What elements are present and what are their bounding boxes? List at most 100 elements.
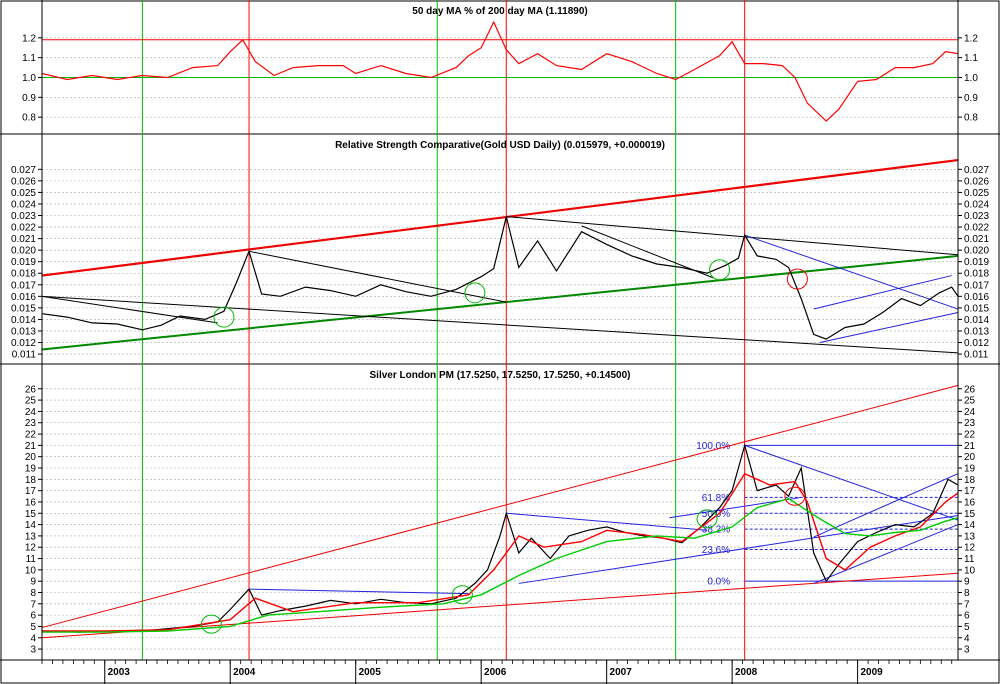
- y-tick-label-right: 13: [964, 531, 976, 542]
- y-tick-label-left: 0.011: [12, 350, 37, 361]
- y-tick-label-left: 26: [25, 384, 37, 395]
- circle-marker: [213, 306, 235, 328]
- series-line-1: [41, 20, 959, 122]
- y-tick-label-right: 10: [964, 565, 976, 576]
- y-tick-label-left: 1.0: [22, 73, 36, 84]
- y-tick-label-left: 0.018: [11, 269, 36, 280]
- y-tick-label-left: 14: [25, 520, 37, 531]
- y-tick-label-right: 26: [964, 384, 976, 395]
- y-tick-label-right: 0.020: [964, 246, 989, 257]
- y-tick-label-right: 0.026: [964, 176, 989, 187]
- y-tick-label-right: 0.014: [964, 315, 989, 326]
- y-tick-label-right: 0.012: [964, 338, 989, 349]
- y-tick-label-left: 1.2: [22, 33, 36, 44]
- y-tick-label-right: 0.025: [964, 188, 989, 199]
- y-tick-label-left: 0.016: [11, 292, 36, 303]
- y-tick-label-left: 0.023: [11, 211, 36, 222]
- y-tick-label-right: 23: [964, 418, 976, 429]
- fib-level-label: 100.0%: [696, 441, 730, 452]
- y-tick-label-left: 9: [30, 577, 36, 588]
- y-tick-label-left: 0.019: [11, 257, 36, 268]
- y-tick-label-right: 19: [964, 464, 976, 475]
- y-tick-label-left: 0.013: [11, 326, 36, 337]
- y-tick-label-left: 25: [25, 396, 37, 407]
- series-line-3: [42, 497, 959, 633]
- y-tick-label-right: 11: [964, 554, 975, 565]
- y-tick-label-right: 3: [964, 645, 970, 656]
- y-tick-label-left: 24: [25, 407, 37, 418]
- y-tick-label-left: 0.024: [11, 199, 36, 210]
- y-tick-label-left: 5: [30, 622, 36, 633]
- y-tick-label-right: 0.021: [964, 234, 989, 245]
- y-tick-label-right: 0.013: [964, 326, 989, 337]
- y-tick-label-left: 16: [25, 497, 37, 508]
- y-tick-label-right: 6: [964, 611, 970, 622]
- y-tick-label-left: 0.026: [11, 176, 36, 187]
- fib-level-label: 61.8%: [702, 493, 730, 504]
- y-tick-label-left: 0.014: [11, 315, 36, 326]
- panel-1: 0.8 0.8 0.9 0.9 1.0 1.0 1.1 1.1 1.2 1.2 50 day MA …: [0, 0, 1000, 135]
- x-tick-label: 2007: [610, 667, 633, 678]
- y-tick-label-left: 12: [25, 543, 37, 554]
- y-tick-label-right: 0.022: [964, 223, 989, 234]
- y-tick-label-right: 0.011: [964, 350, 989, 361]
- y-tick-label-left: 10: [25, 565, 37, 576]
- y-tick-label-left: 18: [25, 475, 37, 486]
- trendline: [248, 250, 507, 303]
- y-tick-label-right: 1.1: [964, 53, 978, 64]
- y-tick-label-right: 17: [964, 486, 976, 497]
- y-tick-label-right: 0.019: [964, 257, 989, 268]
- y-tick-label-right: 8: [964, 588, 970, 599]
- y-tick-label-left: 0.8: [22, 113, 36, 124]
- y-tick-label-right: 1.2: [964, 33, 978, 44]
- panel-title: Relative Strength Comparative(Gold USD D…: [335, 140, 665, 151]
- trendline: [518, 515, 959, 584]
- y-tick-label-left: 11: [26, 554, 37, 565]
- series-line-1: [41, 216, 959, 340]
- y-tick-label-left: 6: [30, 611, 36, 622]
- y-tick-label-right: 15: [964, 509, 976, 520]
- trendline: [813, 275, 952, 310]
- x-tick-label: 2004: [233, 667, 256, 678]
- panel-title: 50 day MA % of 200 day MA (1.11890): [412, 6, 587, 17]
- trendline: [41, 295, 959, 354]
- y-tick-label-left: 3: [30, 645, 36, 656]
- x-axis: 2003 2004 2005 2006 2007 2008 2009: [41, 659, 958, 684]
- y-tick-label-right: 1.0: [964, 73, 978, 84]
- fib-level-label: 38.2%: [702, 525, 730, 536]
- y-tick-label-left: 4: [30, 633, 36, 644]
- y-tick-label-right: 18: [964, 475, 976, 486]
- y-tick-label-left: 0.020: [11, 246, 36, 257]
- circle-marker: [451, 585, 473, 605]
- y-tick-label-right: 16: [964, 497, 976, 508]
- fib-level-label: 23.6%: [702, 545, 730, 556]
- panel-title: Silver London PM (17.5250, 17.5250, 17.5…: [370, 370, 631, 381]
- y-tick-label-left: 17: [25, 486, 37, 497]
- y-tick-label-left: 0.012: [11, 338, 36, 349]
- trendline: [249, 588, 469, 595]
- y-tick-label-left: 8: [30, 588, 36, 599]
- y-tick-label-left: 21: [25, 441, 37, 452]
- circle-marker: [784, 486, 806, 506]
- trendline: [506, 216, 959, 256]
- circle-marker: [709, 259, 731, 281]
- circle-marker: [696, 509, 718, 529]
- y-tick-label-right: 0.017: [964, 280, 989, 291]
- y-tick-label-right: 14: [964, 520, 976, 531]
- y-tick-label-right: 12: [964, 543, 976, 554]
- y-tick-label-right: 0.016: [964, 292, 989, 303]
- trendline: [41, 254, 959, 351]
- y-tick-label-right: 0.027: [964, 165, 989, 176]
- trendline: [813, 524, 959, 584]
- circle-marker: [786, 268, 808, 290]
- y-tick-label-left: 7: [30, 599, 36, 610]
- fib-level-label: 0.0%: [707, 577, 730, 588]
- y-tick-label-left: 19: [25, 464, 37, 475]
- x-tick-label: 2008: [735, 667, 758, 678]
- y-tick-label-left: 0.017: [11, 280, 36, 291]
- trendline: [744, 234, 959, 310]
